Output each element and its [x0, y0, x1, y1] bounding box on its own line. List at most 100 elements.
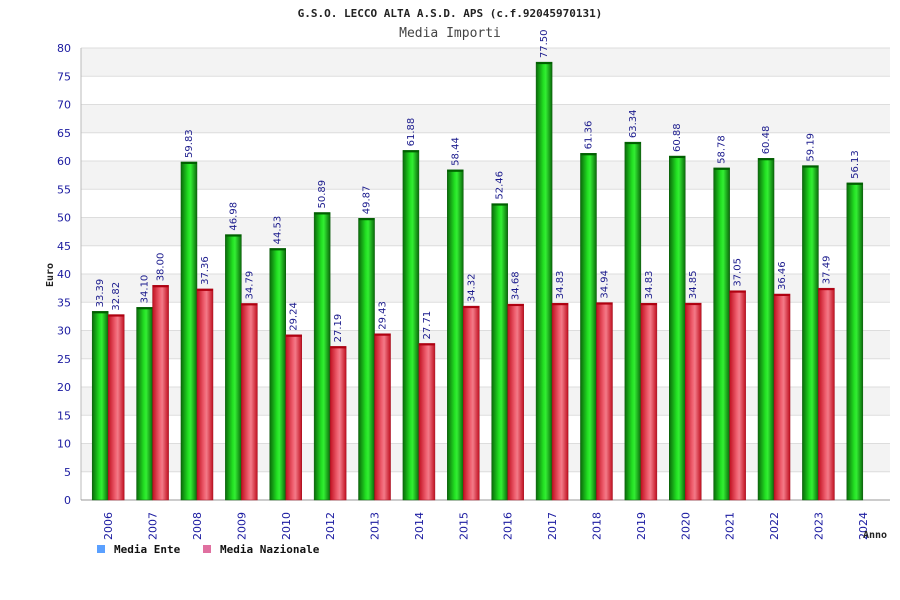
grid-band [81, 245, 890, 274]
y-tick-label: 0 [64, 494, 71, 507]
bar-cap [358, 218, 375, 221]
legend-label-media-nazionale: Media Nazionale [220, 543, 320, 556]
bar-cap [330, 346, 347, 349]
x-tick-label: 2006 [102, 512, 115, 540]
y-tick-label: 15 [57, 409, 71, 422]
bar-media-ente-2020 [669, 155, 686, 501]
data-label: 58.44 [450, 137, 461, 166]
y-tick-label: 40 [57, 268, 71, 281]
grid-band [81, 132, 890, 161]
y-tick-label: 20 [57, 381, 71, 394]
x-tick-label: 2015 [457, 512, 470, 540]
data-label: 33.39 [95, 279, 106, 308]
bar-media-nazionale-2016 [507, 303, 524, 501]
grid-band [81, 48, 890, 77]
plot-background [81, 48, 890, 500]
grid-band [81, 330, 890, 359]
bar-cap [596, 302, 613, 305]
y-tick-label: 50 [57, 212, 71, 225]
bar-cap [552, 303, 569, 306]
bar-cap [225, 234, 242, 237]
y-tick-label: 35 [57, 296, 71, 309]
grid-band [81, 104, 890, 133]
data-label: 59.83 [184, 129, 195, 158]
data-label: 37.05 [733, 258, 744, 287]
data-label: 36.46 [777, 261, 788, 290]
data-label: 58.78 [717, 135, 728, 164]
bar-cap [802, 165, 819, 168]
bar-media-nazionale-2008 [196, 288, 214, 501]
bar-cap [846, 182, 863, 185]
bar-media-ente-2010 [269, 248, 286, 501]
bar-media-nazionale-2012 [329, 346, 347, 501]
legend: Media Ente Media Nazionale [97, 543, 320, 556]
bar-media-ente-2022 [757, 158, 775, 501]
bar-media-nazionale-2013 [374, 333, 391, 501]
bar-cap [624, 142, 641, 145]
chart-title: G.S.O. LECCO ALTA A.S.D. APS (c.f.920459… [298, 7, 603, 20]
data-label: 27.71 [422, 311, 433, 340]
x-tick-label: 2016 [502, 512, 515, 540]
x-tick-label: 2019 [635, 512, 648, 540]
x-tick-label: 2008 [191, 512, 204, 540]
bar-cap [491, 203, 508, 206]
bar-media-nazionale-2022 [773, 293, 791, 501]
x-tick-label: 2007 [147, 512, 160, 540]
bars-group [91, 61, 864, 501]
bar-media-ente-2012 [313, 212, 331, 501]
bar-media-ente-2006 [91, 311, 109, 501]
data-label: 34.83 [555, 271, 566, 300]
data-label: 52.46 [495, 171, 506, 200]
y-tick-label: 75 [57, 70, 71, 83]
data-label: 34.83 [644, 271, 655, 300]
legend-label-media-ente: Media Ente [114, 543, 181, 556]
gridlines [80, 47, 890, 501]
bar-media-nazionale-2021 [729, 290, 746, 501]
data-label: 63.34 [628, 109, 639, 138]
data-label: 38.00 [156, 253, 167, 282]
bar-media-ente-2018 [580, 153, 597, 501]
x-tick-label: 2012 [324, 512, 337, 540]
bar-cap [507, 304, 524, 307]
y-tick-label: 60 [57, 155, 71, 168]
bar-cap [241, 303, 258, 306]
bar-media-ente-2015 [447, 169, 464, 501]
grid-band [81, 415, 890, 444]
bar-media-nazionale-2006 [107, 314, 125, 501]
y-tick-label: 70 [57, 99, 71, 112]
x-tick-label: 2013 [369, 512, 382, 540]
y-tick-label: 25 [57, 353, 71, 366]
data-label: 61.36 [583, 121, 594, 150]
bar-cap [580, 153, 597, 156]
y-tick-label: 5 [64, 466, 71, 479]
y-tick-label: 30 [57, 325, 71, 338]
data-label: 29.24 [289, 302, 300, 331]
bar-cap [536, 62, 553, 65]
bar-media-ente-2013 [358, 217, 375, 501]
bar-cap [729, 290, 746, 293]
bar-cap [196, 288, 213, 291]
data-label: 77.50 [539, 29, 550, 58]
x-tick-label: 2021 [724, 512, 737, 540]
grid-band [81, 358, 890, 387]
grid-band [81, 76, 890, 105]
data-label: 50.89 [317, 180, 328, 209]
bar-cap [774, 294, 791, 297]
bar-cap [92, 311, 109, 314]
bar-cap [374, 333, 391, 336]
x-tick-label: 2017 [546, 512, 559, 540]
data-label: 34.94 [599, 270, 610, 299]
x-tick-label: 2018 [590, 512, 603, 540]
legend-swatch-media-ente [97, 545, 105, 553]
data-label: 61.88 [406, 118, 417, 147]
bar-media-nazionale-2020 [685, 302, 702, 501]
bar-cap [314, 212, 331, 215]
data-label: 29.43 [378, 301, 389, 330]
bar-media-ente-2014 [402, 150, 420, 501]
bar-cap [402, 150, 419, 153]
data-label: 56.13 [850, 150, 861, 179]
x-tick-label: 2009 [235, 512, 248, 540]
bar-media-ente-2021 [713, 167, 730, 501]
data-label: 37.36 [200, 256, 211, 285]
